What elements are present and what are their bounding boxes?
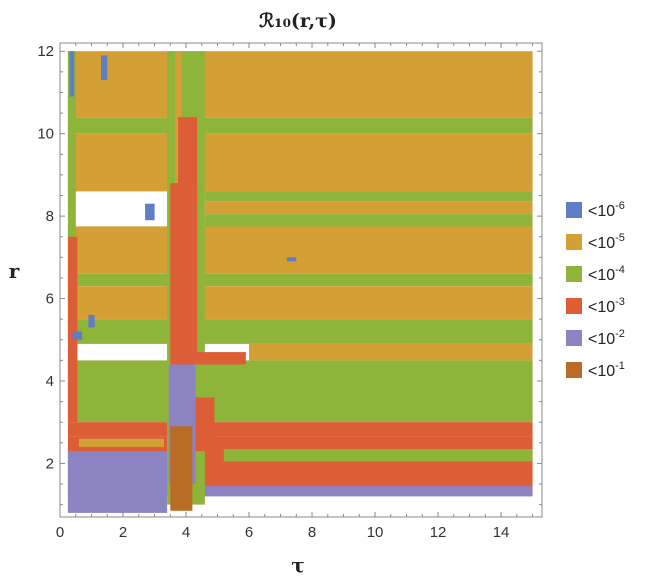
- x-tick-label-8: 8: [308, 524, 316, 541]
- contour-region-12: [67, 397, 533, 423]
- contour-region-15: [223, 449, 533, 462]
- y-axis-label: r: [9, 259, 20, 283]
- contour-region-5: [204, 214, 533, 227]
- legend-swatch-5: [566, 362, 582, 378]
- y-tick-label-8: 8: [46, 208, 54, 225]
- chart-title: ℛ₁₀(r,τ): [259, 10, 337, 32]
- contour-region-19: [67, 236, 78, 423]
- contour-region-21: [69, 51, 75, 97]
- legend: <10-6 <10-5 <10-4 <10-3 <10-2 <10-1: [566, 200, 625, 380]
- legend-label-0: <10-6: [588, 200, 625, 220]
- y-tick-label-6: 6: [46, 291, 54, 308]
- contour-region-11: [67, 360, 533, 398]
- legend-label-2: <10-4: [588, 264, 625, 284]
- contour-region-22: [101, 55, 108, 81]
- contour-region-30: [186, 352, 246, 365]
- y-tick-label-2: 2: [46, 455, 54, 472]
- legend-label-5: <10-1: [588, 360, 625, 380]
- legend-swatch-2: [566, 266, 582, 282]
- x-tick-label-6: 6: [245, 524, 253, 541]
- contour-region-1: [67, 117, 533, 134]
- x-tick-label-10: 10: [367, 524, 384, 541]
- contour-region-7: [67, 273, 533, 287]
- x-tick-label-14: 14: [493, 524, 510, 541]
- y-tick-label-4: 4: [46, 373, 54, 390]
- contour-region-26: [178, 117, 197, 184]
- legend-swatch-0: [566, 202, 582, 218]
- legend-swatch-1: [566, 234, 582, 250]
- x-tick-label-0: 0: [56, 524, 64, 541]
- legend-swatch-3: [566, 298, 582, 314]
- contour-region-17: [167, 486, 533, 497]
- x-axis-label: τ: [291, 553, 304, 577]
- y-tick-label-12: 12: [37, 43, 54, 60]
- contour-region-13: [67, 422, 533, 437]
- contour-region-28: [170, 426, 193, 511]
- contour-region-0: [67, 51, 533, 118]
- contour-region-33: [88, 315, 95, 328]
- contour-region-31: [145, 203, 155, 221]
- contour-region-10: [249, 343, 533, 361]
- legend-label-1: <10-5: [588, 232, 625, 252]
- contour-region-25: [170, 183, 198, 365]
- contour-region-34: [72, 331, 83, 340]
- legend-label-4: <10-2: [588, 328, 625, 348]
- plot-frame: [59, 42, 543, 518]
- contour-region-8: [67, 286, 533, 320]
- contour-region-6: [67, 226, 533, 274]
- x-tick-label-12: 12: [430, 524, 447, 541]
- contour-region-16: [67, 451, 168, 513]
- contour-regions: [67, 51, 533, 513]
- contour-region-20: [67, 51, 76, 237]
- x-tick-label-4: 4: [182, 524, 190, 541]
- contour-region-2: [67, 133, 533, 192]
- x-tick-label-2: 2: [119, 524, 127, 541]
- contour-region-29: [195, 397, 215, 452]
- contour-region-32: [286, 257, 297, 262]
- contour-region-9: [67, 319, 533, 344]
- y-tick-label-10: 10: [37, 126, 54, 143]
- contour-region-3: [204, 191, 533, 202]
- contour-region-18: [78, 438, 164, 447]
- axis-ticks: 0 2 4 6 8 10 12 14 2 4 6 8 10 12: [37, 43, 542, 541]
- contour-region-4: [204, 201, 533, 215]
- legend-label-3: <10-3: [588, 296, 625, 316]
- legend-swatch-4: [566, 330, 582, 346]
